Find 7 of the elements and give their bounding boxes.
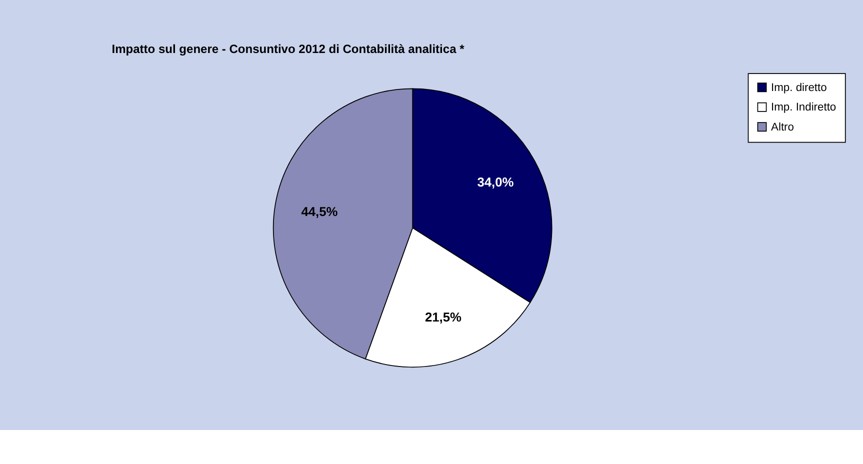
data-label: 34,0% bbox=[477, 174, 514, 190]
chart-title: Impatto sul genere - Consuntivo 2012 di Contabilità analitica * bbox=[112, 42, 465, 56]
legend-label: Imp. Indiretto bbox=[771, 102, 836, 114]
legend-label: Altro bbox=[771, 121, 794, 134]
legend-label: Imp. diretto bbox=[771, 82, 827, 94]
data-label: 21,5% bbox=[424, 310, 462, 325]
data-label: 44,5% bbox=[301, 204, 338, 219]
